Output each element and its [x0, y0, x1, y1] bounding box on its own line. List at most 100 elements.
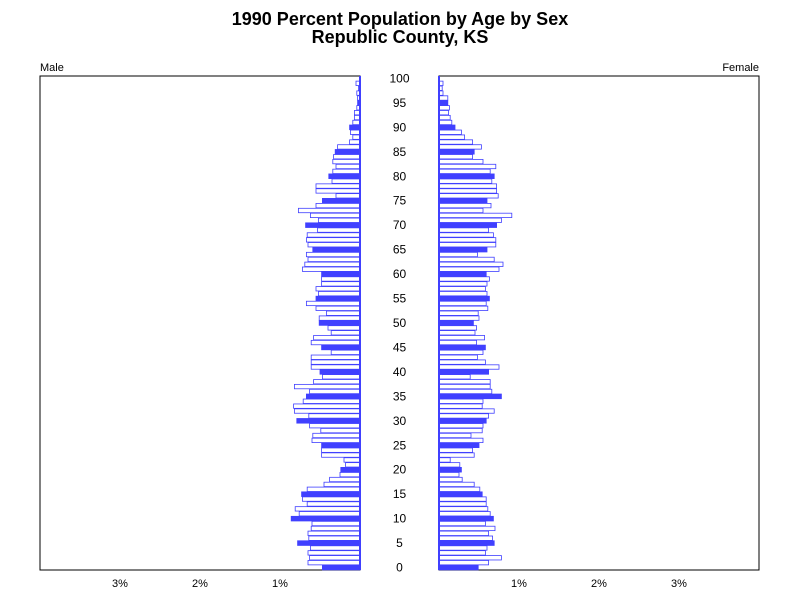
- female-bar-age-82: [438, 163, 497, 170]
- female-bar-age-25: [438, 442, 480, 449]
- male-bar-age-65: [312, 246, 361, 253]
- male-bar-age-82: [335, 163, 361, 170]
- male-bar-age-62: [304, 261, 361, 267]
- male-bar-age-29: [309, 423, 361, 429]
- female-bar-age-66: [438, 242, 497, 248]
- age-tick-label: 15: [393, 487, 407, 501]
- male-bar-age-34: [302, 398, 361, 404]
- female-bar-age-33: [438, 403, 483, 409]
- male-bar-age-64: [305, 251, 361, 258]
- chart-title: 1990 Percent Population by Age by Sex: [231, 9, 569, 29]
- female-bar-age-84: [438, 154, 473, 160]
- female-bar-age-86: [438, 144, 482, 150]
- female-bar-age-39: [438, 374, 471, 380]
- female-bar-age-53: [438, 305, 489, 311]
- female-bar-age-57: [438, 286, 486, 292]
- male-bar-age-68: [306, 232, 361, 238]
- male-bar-age-43: [310, 354, 361, 360]
- male-bar-age-32: [293, 408, 361, 414]
- female-bar-age-21: [438, 462, 461, 468]
- age-tick-label: 80: [393, 169, 407, 183]
- female-bar-age-20: [438, 467, 462, 473]
- male-panel-label: Male: [40, 62, 64, 74]
- female-bar-age-92: [438, 114, 451, 121]
- female-bar-age-47: [438, 335, 485, 341]
- male-bar-age-6: [308, 535, 361, 541]
- male-bar-age-15: [301, 491, 361, 497]
- male-bar-age-42: [310, 359, 361, 365]
- male-bar-age-61: [301, 266, 361, 272]
- male-bar-age-3: [307, 550, 361, 556]
- male-x-tick-label: 3%: [112, 578, 128, 590]
- female-bar-age-59: [438, 276, 490, 282]
- female-bar-age-29: [438, 423, 484, 429]
- male-bar-age-27: [312, 432, 361, 439]
- female-bar-age-26: [438, 437, 484, 443]
- male-bar-age-73: [297, 207, 361, 214]
- male-bar-age-35: [305, 393, 361, 400]
- male-bar-age-5: [297, 540, 361, 546]
- male-bar-age-36: [309, 388, 361, 395]
- male-bar-age-44: [330, 349, 361, 355]
- chart-subtitle: Republic County, KS: [311, 27, 489, 47]
- female-bar-age-42: [438, 359, 486, 365]
- female-bar-age-88: [438, 134, 466, 140]
- female-bar-age-7: [438, 530, 489, 536]
- male-bar-age-41: [310, 364, 361, 370]
- female-bar-age-49: [438, 325, 477, 331]
- female-bar-age-3: [438, 550, 486, 556]
- female-bar-age-77: [438, 188, 497, 194]
- female-bar-age-5: [438, 540, 495, 546]
- female-bar-age-37: [438, 383, 491, 390]
- male-bar-age-16: [306, 486, 361, 492]
- age-tick-label: 95: [393, 96, 407, 110]
- age-tick-label: 100: [389, 71, 409, 85]
- female-bar-age-13: [438, 501, 487, 507]
- female-bar-age-36: [438, 388, 493, 395]
- male-bar-age-24: [321, 447, 361, 453]
- age-tick-label: 0: [396, 561, 403, 575]
- male-bar-age-28: [320, 428, 361, 434]
- female-bar-age-45: [438, 344, 486, 351]
- female-bar-age-75: [438, 197, 488, 204]
- age-tick-label: 25: [393, 438, 407, 452]
- female-bar-age-32: [438, 408, 495, 414]
- female-bar-age-61: [438, 266, 500, 272]
- age-tick-label: 75: [393, 194, 407, 208]
- female-bar-age-35: [438, 393, 502, 400]
- male-bar-age-81: [332, 168, 361, 174]
- female-bar-age-83: [438, 158, 484, 165]
- male-bar-age-83: [332, 158, 361, 165]
- male-bar-age-48: [330, 330, 361, 336]
- male-bar-age-30: [296, 418, 361, 424]
- male-bar-age-60: [321, 271, 361, 277]
- female-bar-age-48: [438, 330, 476, 336]
- male-bar-age-56: [317, 291, 361, 297]
- male-bar-age-26: [311, 437, 361, 443]
- female-bar-age-4: [438, 545, 488, 551]
- female-bar-age-15: [438, 491, 483, 497]
- female-bar-age-56: [438, 291, 488, 297]
- male-bar-age-84: [333, 154, 361, 160]
- female-bar-age-71: [438, 217, 502, 223]
- male-bar-age-21: [345, 462, 361, 468]
- female-bar-age-12: [438, 506, 489, 512]
- male-bar-age-10: [290, 515, 361, 522]
- male-bar-age-20: [340, 467, 361, 473]
- female-bar-age-96: [438, 95, 449, 101]
- female-bar-age-17: [438, 481, 475, 488]
- male-bar-age-52: [325, 310, 361, 316]
- female-x-tick-label: 2%: [591, 578, 607, 590]
- male-bar-age-0: [321, 564, 361, 571]
- female-bar-age-91: [438, 119, 453, 126]
- male-bar-age-76: [335, 193, 361, 199]
- age-tick-label: 5: [396, 536, 403, 550]
- male-bar-age-39: [321, 374, 361, 380]
- male-bar-age-55: [315, 295, 361, 302]
- age-axis: 0 5 10 15 20 25 30 35 40 45 50 55 60 65 70 75 80 85 90 95 10…: [389, 71, 409, 574]
- male-bar-age-31: [308, 413, 361, 419]
- female-bar-age-0: [438, 564, 479, 571]
- male-bar-age-17: [323, 481, 361, 488]
- female-bar-age-68: [438, 232, 494, 238]
- male-bar-age-54: [305, 300, 361, 307]
